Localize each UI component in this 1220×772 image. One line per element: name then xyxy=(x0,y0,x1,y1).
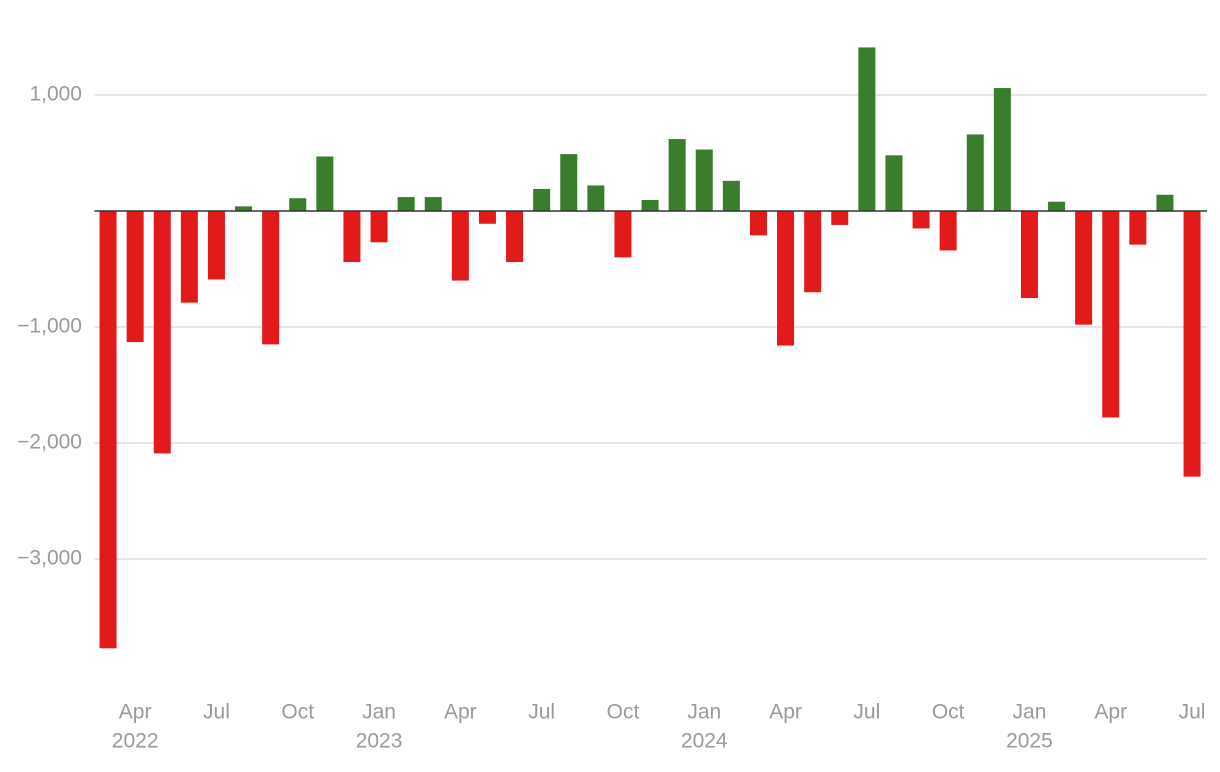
bar xyxy=(506,211,524,263)
bar xyxy=(1075,211,1093,325)
x-tick-label: Jul xyxy=(1179,701,1206,724)
bar xyxy=(966,134,984,211)
x-year-label: 2023 xyxy=(356,730,403,753)
bar xyxy=(993,88,1011,211)
x-tick-label: Apr xyxy=(1094,701,1127,724)
bar xyxy=(804,211,822,293)
bar xyxy=(370,211,388,243)
bar xyxy=(180,211,198,303)
bar xyxy=(153,211,171,454)
bar xyxy=(126,211,144,343)
bar xyxy=(858,47,876,211)
bar xyxy=(262,211,280,345)
bar xyxy=(668,139,686,211)
bar xyxy=(641,199,659,211)
bar xyxy=(1102,211,1120,418)
bar xyxy=(533,188,551,211)
x-tick-label: Jul xyxy=(528,701,555,724)
bar xyxy=(614,211,632,258)
x-tick-label: Apr xyxy=(444,701,477,724)
bar xyxy=(1183,211,1201,477)
x-tick-label: Oct xyxy=(607,701,640,724)
x-tick-label: Jan xyxy=(1013,701,1047,724)
x-year-label: 2024 xyxy=(681,730,728,753)
bar xyxy=(478,211,496,224)
x-tick-label: Oct xyxy=(932,701,965,724)
y-tick-label: 1,000 xyxy=(29,83,82,106)
bar xyxy=(207,211,225,280)
bar xyxy=(1048,201,1066,211)
bar xyxy=(885,155,903,211)
x-tick-label: Oct xyxy=(281,701,314,724)
bar xyxy=(560,154,578,211)
bar xyxy=(1129,211,1147,245)
bar xyxy=(587,185,605,211)
y-tick-label: −1,000 xyxy=(17,315,82,338)
x-tick-label: Jan xyxy=(687,701,721,724)
x-tick-label: Apr xyxy=(769,701,802,724)
bar xyxy=(1156,194,1174,211)
bar xyxy=(749,211,767,236)
bar xyxy=(451,211,469,281)
x-year-label: 2022 xyxy=(112,730,159,753)
bar xyxy=(777,211,795,346)
bar xyxy=(912,211,930,229)
y-tick-label: −3,000 xyxy=(17,547,82,570)
bar xyxy=(289,198,307,211)
x-tick-label: Jul xyxy=(203,701,230,724)
bar xyxy=(424,197,442,211)
bar xyxy=(316,156,334,211)
x-tick-label: Jan xyxy=(362,701,396,724)
bar xyxy=(235,206,253,211)
bar xyxy=(1020,211,1038,298)
bar xyxy=(99,211,117,649)
bar xyxy=(695,149,713,211)
bar xyxy=(939,211,957,251)
x-tick-label: Jul xyxy=(853,701,880,724)
x-tick-label: Apr xyxy=(119,701,152,724)
x-year-label: 2025 xyxy=(1006,730,1053,753)
bar xyxy=(831,211,849,225)
bar xyxy=(722,180,740,211)
y-tick-label: −2,000 xyxy=(17,431,82,454)
bar xyxy=(343,211,361,263)
bar xyxy=(397,197,415,211)
